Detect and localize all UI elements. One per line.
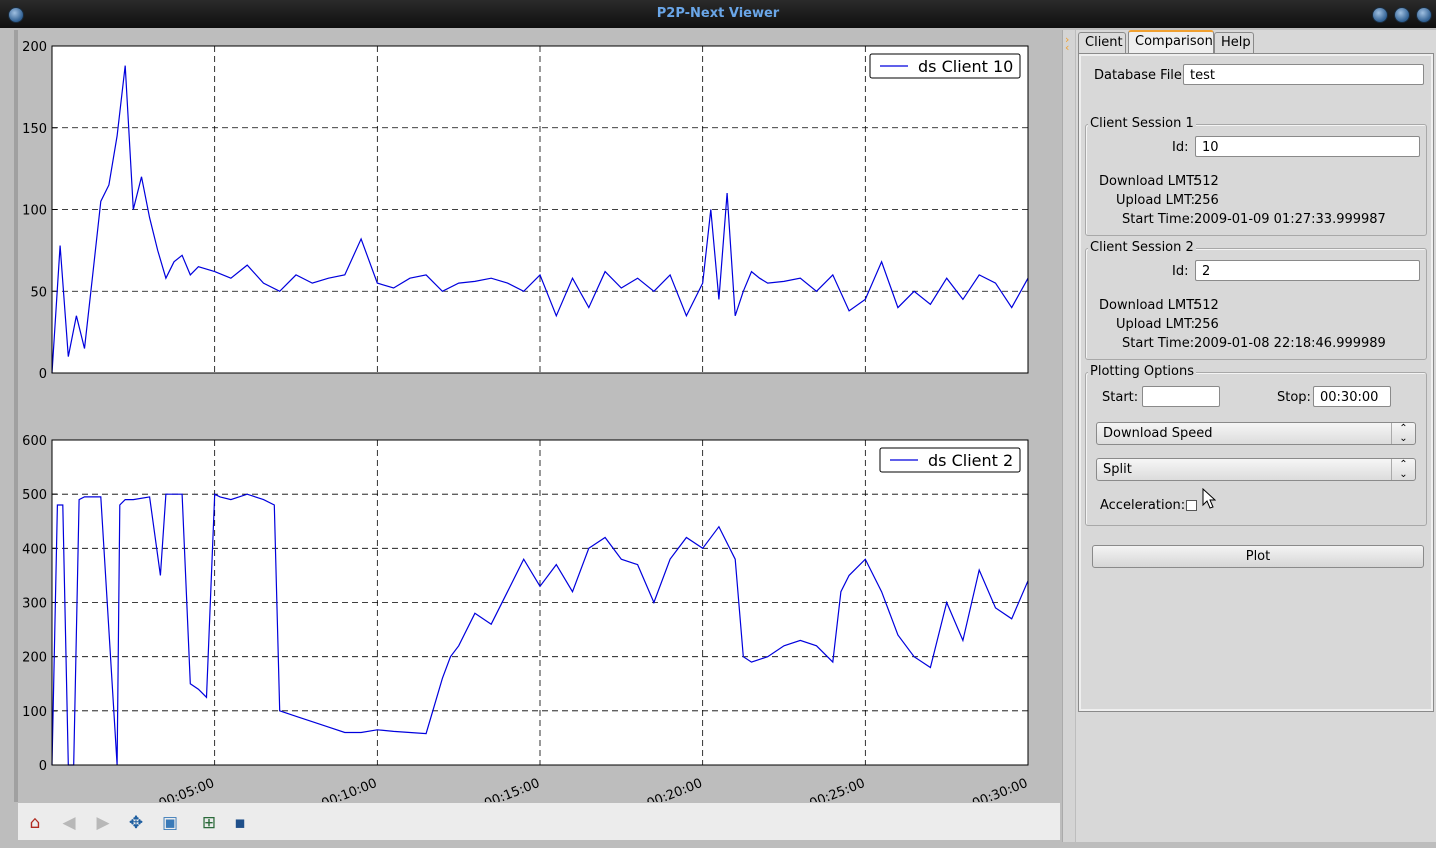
y-tick-label: 100 (22, 705, 47, 720)
pan-icon[interactable]: ✥ (128, 813, 144, 833)
plot-canvas[interactable]: 0 50 100 150 200 ds Client 10 0 100 200 300 400 500… (14, 30, 1064, 812)
window-title: P2P-Next Viewer (656, 6, 780, 21)
comparison-tab-page: Database File: test Client Session 1 Id:… (1078, 53, 1434, 712)
session1-start-time-label: Start Time: (1122, 212, 1195, 227)
minimize-button[interactable] (1372, 7, 1388, 23)
subplots-icon[interactable]: ⊞ (201, 813, 217, 833)
session2-download-lmt-label: Download LMT: (1099, 298, 1198, 313)
maximize-button[interactable] (1394, 7, 1410, 23)
y-tick-label: 0 (39, 367, 47, 382)
stop-input[interactable]: 00:30:00 (1313, 386, 1391, 407)
plot-button[interactable]: Plot (1092, 545, 1424, 568)
session2-upload-lmt-label: Upload LMT: (1116, 317, 1196, 332)
window-menu-icon[interactable] (8, 7, 24, 23)
session2-download-lmt-value: 512 (1194, 298, 1219, 313)
session2-start-time-value: 2009-01-08 22:18:46.999989 (1194, 336, 1386, 351)
zoom-icon[interactable]: ▣ (161, 813, 179, 833)
session1-id-input[interactable]: 10 (1195, 136, 1420, 157)
x-tick-label: 00:20:00 (645, 776, 705, 802)
tab-comparison[interactable]: Comparison (1128, 30, 1214, 55)
y-tick-label: 50 (30, 285, 47, 300)
forward-icon[interactable]: ▶ (96, 813, 110, 833)
acceleration-checkbox[interactable] (1186, 500, 1197, 511)
plotting-options-group (1085, 372, 1427, 526)
x-tick-label: 00:10:00 (320, 776, 380, 802)
plot-frame (51, 45, 1029, 374)
y-tick-label: 150 (22, 122, 47, 137)
client-session-1-group (1085, 124, 1427, 236)
save-icon[interactable]: ▪ (234, 813, 246, 833)
database-file-input[interactable]: test (1183, 64, 1424, 85)
session2-upload-lmt-value: 256 (1194, 317, 1219, 332)
start-label: Start: (1102, 390, 1139, 405)
updown-arrows-icon: ⌃ ⌄ (1391, 459, 1415, 480)
plot-frame (51, 439, 1029, 766)
session1-upload-lmt-value: 256 (1194, 193, 1219, 208)
y-tick-label: 200 (22, 40, 47, 55)
legend-label: ds Client 2 (928, 451, 1013, 470)
session2-start-time-label: Start Time: (1122, 336, 1195, 351)
collapse-arrows-icon: › ‹ (1065, 33, 1070, 54)
home-icon[interactable]: ⌂ (29, 813, 41, 833)
client-session-1-title: Client Session 1 (1088, 116, 1196, 131)
navigation-toolbar: ⌂ ◀ ▶ ✥ ▣ ⊞ ▪ (18, 803, 1060, 840)
mode-select-value: Split (1103, 462, 1132, 477)
database-file-label: Database File: (1094, 68, 1187, 83)
back-icon[interactable]: ◀ (62, 813, 76, 833)
y-tick-label: 100 (22, 204, 47, 219)
y-tick-label: 600 (22, 434, 47, 449)
control-panel: Client Comparison Help Database File: te… (1076, 30, 1436, 842)
acceleration-label: Acceleration: (1100, 498, 1186, 513)
session1-id-label: Id: (1172, 140, 1189, 155)
session1-download-lmt-value: 512 (1194, 174, 1219, 189)
session1-download-lmt-label: Download LMT: (1099, 174, 1198, 189)
series-line (51, 493, 1029, 766)
x-tick-label: 00:30:00 (970, 776, 1030, 802)
start-input[interactable] (1142, 386, 1220, 407)
y-tick-label: 200 (22, 651, 47, 666)
y-tick-label: 400 (22, 542, 47, 557)
tab-help[interactable]: Help (1214, 32, 1254, 53)
series-line (51, 65, 1029, 374)
x-tick-label: 00:25:00 (808, 776, 868, 802)
plotting-options-title: Plotting Options (1088, 364, 1196, 379)
close-button[interactable] (1416, 7, 1432, 23)
metric-select[interactable]: Download Speed ⌃ ⌄ (1096, 422, 1416, 445)
mouse-cursor-icon (1202, 487, 1217, 514)
updown-arrows-icon: ⌃ ⌄ (1391, 423, 1415, 444)
session2-id-input[interactable]: 2 (1195, 260, 1420, 281)
chart-figure: 0 50 100 150 200 ds Client 10 0 100 200 300 400 500… (22, 40, 1030, 812)
client-session-2-title: Client Session 2 (1088, 240, 1196, 255)
mode-select[interactable]: Split ⌃ ⌄ (1096, 458, 1416, 481)
tab-client[interactable]: Client (1078, 32, 1126, 53)
session1-start-time-value: 2009-01-09 01:27:33.999987 (1194, 212, 1386, 227)
title-bar: P2P-Next Viewer (0, 0, 1436, 28)
legend-label: ds Client 10 (918, 57, 1013, 76)
legend-box (879, 447, 1021, 473)
client-session-2-group (1085, 248, 1427, 360)
y-tick-label: 0 (39, 759, 47, 774)
session1-upload-lmt-label: Upload LMT: (1116, 193, 1196, 208)
metric-select-value: Download Speed (1103, 426, 1213, 441)
legend-box (869, 53, 1021, 79)
y-tick-label: 500 (22, 488, 47, 503)
splitter-handle[interactable]: › ‹ (1062, 30, 1075, 842)
x-tick-label: 00:15:00 (482, 776, 542, 802)
y-tick-label: 300 (22, 597, 47, 612)
stop-label: Stop: (1277, 390, 1311, 405)
session2-id-label: Id: (1172, 264, 1189, 279)
x-tick-label: 00:05:00 (157, 776, 217, 802)
